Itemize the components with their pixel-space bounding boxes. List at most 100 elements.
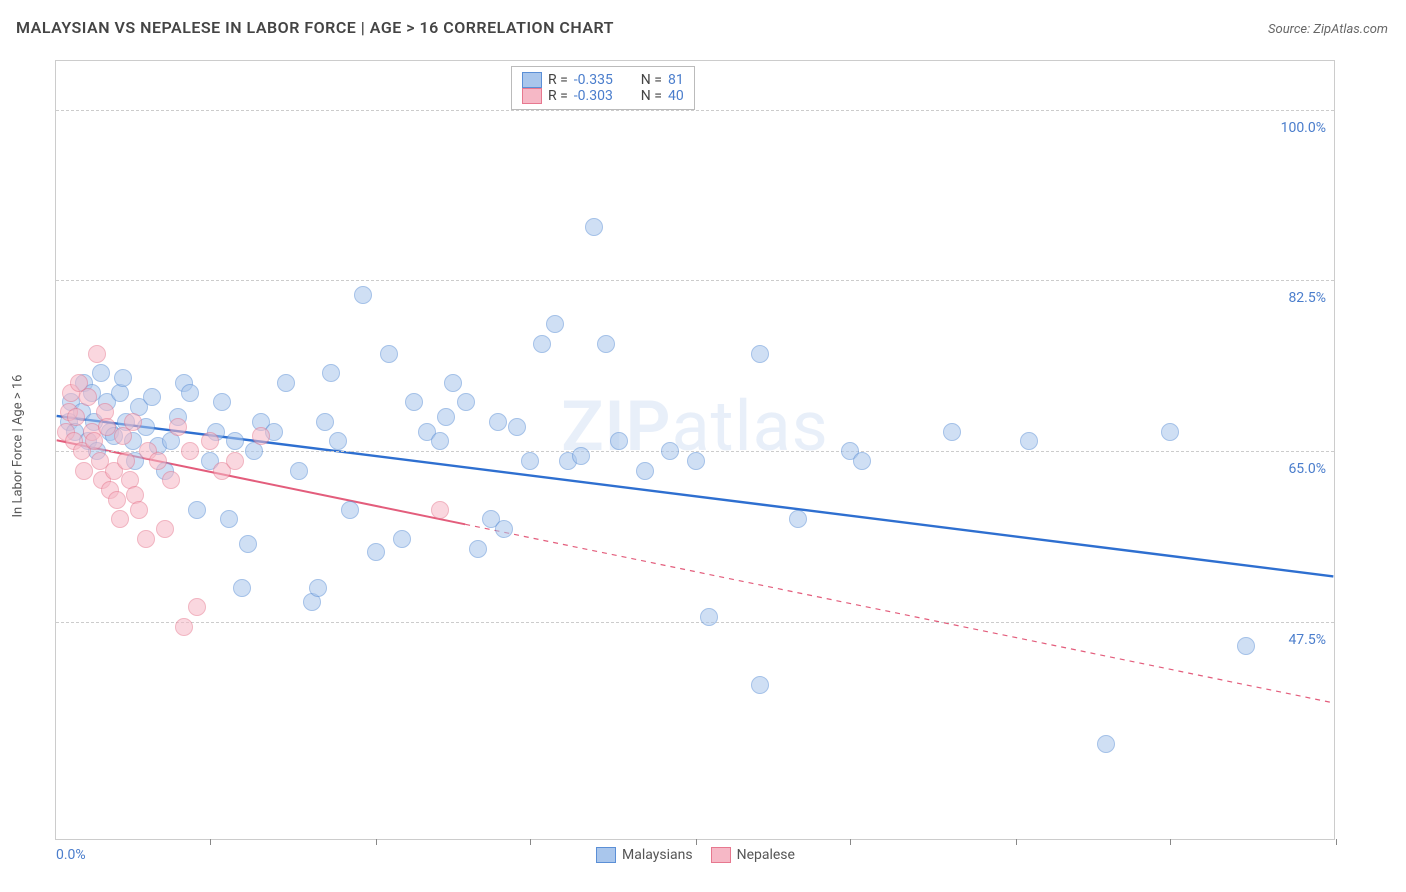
grid-line xyxy=(56,280,1334,281)
scatter-point xyxy=(181,442,199,460)
scatter-point xyxy=(495,520,513,538)
legend-swatch xyxy=(522,88,542,104)
series-legend-item: Nepalese xyxy=(711,847,795,863)
scatter-point xyxy=(687,452,705,470)
r-label: R = xyxy=(548,72,568,88)
scatter-point xyxy=(1237,637,1255,655)
scatter-point xyxy=(521,452,539,470)
series-name: Malaysians xyxy=(622,847,693,863)
x-tick xyxy=(850,839,851,845)
scatter-point xyxy=(111,510,129,528)
scatter-point xyxy=(169,418,187,436)
scatter-point xyxy=(67,408,85,426)
r-value: -0.303 xyxy=(574,88,629,104)
y-tick-label: 82.5% xyxy=(1288,290,1326,306)
scatter-point xyxy=(431,501,449,519)
n-value: 81 xyxy=(668,72,684,88)
scatter-point xyxy=(239,535,257,553)
scatter-point xyxy=(1161,423,1179,441)
scatter-point xyxy=(88,345,106,363)
scatter-point xyxy=(233,579,251,597)
scatter-point xyxy=(117,452,135,470)
x-origin-label: 0.0% xyxy=(56,847,86,863)
y-axis-label: In Labor Force | Age > 16 xyxy=(11,375,26,518)
correlation-legend: R = -0.335N = 81R = -0.303 N = 40 xyxy=(511,66,695,110)
scatter-point xyxy=(92,364,110,382)
n-value: 40 xyxy=(668,88,684,104)
scatter-point xyxy=(444,374,462,392)
x-tick xyxy=(530,839,531,845)
y-tick-label: 65.0% xyxy=(1288,461,1326,477)
chart-title: MALAYSIAN VS NEPALESE IN LABOR FORCE | A… xyxy=(16,18,614,37)
scatter-point xyxy=(226,452,244,470)
scatter-point xyxy=(489,413,507,431)
scatter-point xyxy=(597,335,615,353)
scatter-point xyxy=(124,413,142,431)
scatter-point xyxy=(252,427,270,445)
legend-swatch xyxy=(596,847,616,863)
scatter-point xyxy=(546,315,564,333)
scatter-point xyxy=(457,393,475,411)
scatter-point xyxy=(226,432,244,450)
legend-swatch xyxy=(522,72,542,88)
scatter-point xyxy=(469,540,487,558)
scatter-point xyxy=(533,335,551,353)
series-name: Nepalese xyxy=(737,847,795,863)
scatter-point xyxy=(309,579,327,597)
scatter-point xyxy=(108,491,126,509)
scatter-point xyxy=(751,676,769,694)
scatter-point xyxy=(661,442,679,460)
scatter-point xyxy=(220,510,238,528)
scatter-point xyxy=(137,530,155,548)
plot-area: ZIPatlas 47.5%65.0%82.5%100.0%0.0%R = -0… xyxy=(55,60,1335,840)
scatter-point xyxy=(181,384,199,402)
scatter-point xyxy=(1097,735,1115,753)
x-tick xyxy=(1336,839,1337,845)
scatter-point xyxy=(700,608,718,626)
scatter-point xyxy=(508,418,526,436)
legend-swatch xyxy=(711,847,731,863)
scatter-point xyxy=(188,598,206,616)
scatter-point xyxy=(277,374,295,392)
source-attribution: Source: ZipAtlas.com xyxy=(1268,22,1388,37)
n-label: N = xyxy=(641,88,662,104)
scatter-point xyxy=(405,393,423,411)
scatter-point xyxy=(162,471,180,489)
x-tick xyxy=(1170,839,1171,845)
scatter-point xyxy=(341,501,359,519)
scatter-point xyxy=(322,364,340,382)
scatter-point xyxy=(393,530,411,548)
scatter-point xyxy=(175,618,193,636)
scatter-point xyxy=(201,432,219,450)
legend-row: R = -0.335N = 81 xyxy=(522,72,684,88)
series-legend-item: Malaysians xyxy=(596,847,693,863)
scatter-point xyxy=(143,388,161,406)
x-tick xyxy=(210,839,211,845)
y-tick-label: 100.0% xyxy=(1281,120,1326,136)
y-tick-label: 47.5% xyxy=(1288,632,1326,648)
scatter-point xyxy=(130,501,148,519)
scatter-point xyxy=(789,510,807,528)
scatter-point xyxy=(636,462,654,480)
legend-row: R = -0.303N = 40 xyxy=(522,88,684,104)
scatter-point xyxy=(156,520,174,538)
grid-line xyxy=(56,622,1334,623)
scatter-point xyxy=(329,432,347,450)
scatter-point xyxy=(188,501,206,519)
scatter-point xyxy=(585,218,603,236)
scatter-point xyxy=(437,408,455,426)
scatter-point xyxy=(149,452,167,470)
n-label: N = xyxy=(641,72,662,88)
scatter-point xyxy=(85,432,103,450)
scatter-point xyxy=(1020,432,1038,450)
grid-line xyxy=(56,110,1334,111)
scatter-point xyxy=(114,369,132,387)
scatter-point xyxy=(354,286,372,304)
scatter-point xyxy=(572,447,590,465)
scatter-point xyxy=(751,345,769,363)
scatter-point xyxy=(943,423,961,441)
series-legend: Malaysians Nepalese xyxy=(596,847,795,863)
scatter-point xyxy=(610,432,628,450)
scatter-point xyxy=(79,388,97,406)
scatter-point xyxy=(431,432,449,450)
